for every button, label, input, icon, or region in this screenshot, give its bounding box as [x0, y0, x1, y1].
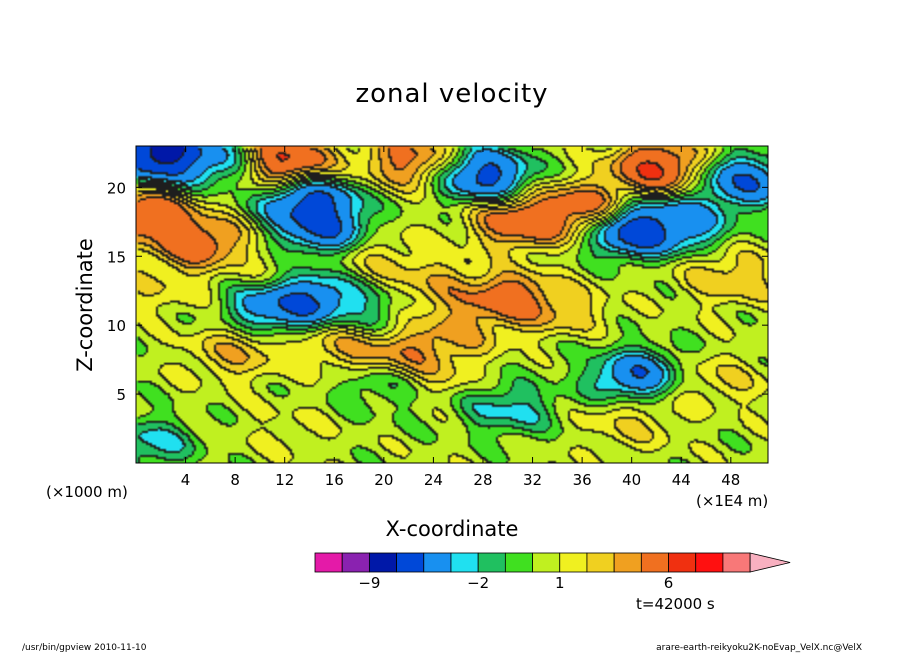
time-label: t=42000 s [636, 595, 715, 613]
x-axis-ticks: 4 8 12 16 20 24 28 32 36 40 44 48 [181, 146, 740, 489]
x-tick-label: 48 [721, 471, 740, 489]
y-axis-label: Z-coordinate [73, 238, 97, 372]
colorbar-labels: −9 −2 1 6 [358, 574, 673, 592]
x-tick-label: 40 [622, 471, 641, 489]
colorbar-swatch [640, 552, 669, 573]
y-tick-label: 20 [107, 179, 126, 197]
x-tick-label: 20 [374, 471, 393, 489]
colorbar-swatch [722, 552, 751, 573]
x-tick-label: 16 [325, 471, 344, 489]
velocity-field [136, 146, 768, 463]
x-unit-left: (×1000 m) [46, 483, 128, 501]
x-tick-label: 32 [523, 471, 542, 489]
x-tick-label: 36 [573, 471, 592, 489]
y-tick-label: 5 [116, 386, 126, 404]
x-tick-label: 44 [672, 471, 691, 489]
colorbar-swatch [586, 552, 615, 573]
y-tick-label: 10 [107, 317, 126, 335]
colorbar-swatch [477, 552, 506, 573]
colorbar-swatch [504, 552, 533, 573]
colorbar-swatch [613, 552, 642, 573]
x-tick-label: 8 [230, 471, 240, 489]
colorbar-swatch [396, 552, 425, 573]
colorbar-swatch [423, 552, 452, 573]
y-axis-ticks: 5 10 15 20 [107, 179, 768, 404]
colorbar-swatch [341, 552, 370, 573]
colorbar-swatch [559, 552, 588, 573]
colorbar [314, 552, 791, 573]
colorbar-swatch [532, 552, 561, 573]
colorbar-swatch [314, 552, 343, 573]
chart-title: zonal velocity [355, 79, 548, 109]
x-unit-right: (×1E4 m) [696, 492, 768, 510]
x-tick-label: 24 [424, 471, 443, 489]
colorbar-tick-label: 6 [664, 574, 674, 592]
plot-area [135, 145, 769, 464]
x-tick-label: 12 [275, 471, 294, 489]
plot-frame [135, 145, 769, 464]
footer-left: /usr/bin/gpview 2010-11-10 [22, 643, 147, 653]
y-tick-label: 15 [107, 248, 126, 266]
x-axis-label: X-coordinate [386, 517, 519, 541]
x-tick-label: 4 [181, 471, 191, 489]
x-tick-label: 28 [473, 471, 492, 489]
colorbar-swatch [368, 552, 397, 573]
colorbar-swatch [695, 552, 724, 573]
colorbar-tick-label: 1 [555, 574, 565, 592]
colorbar-tick-label: −2 [467, 574, 489, 592]
colorbar-tick-label: −9 [358, 574, 380, 592]
colorbar-swatch [668, 552, 697, 573]
footer-right: arare-earth-reikyoku2K-noEvap_VelX.nc@Ve… [656, 643, 862, 653]
colorbar-extend-arrow [749, 552, 791, 573]
colorbar-swatch [450, 552, 479, 573]
